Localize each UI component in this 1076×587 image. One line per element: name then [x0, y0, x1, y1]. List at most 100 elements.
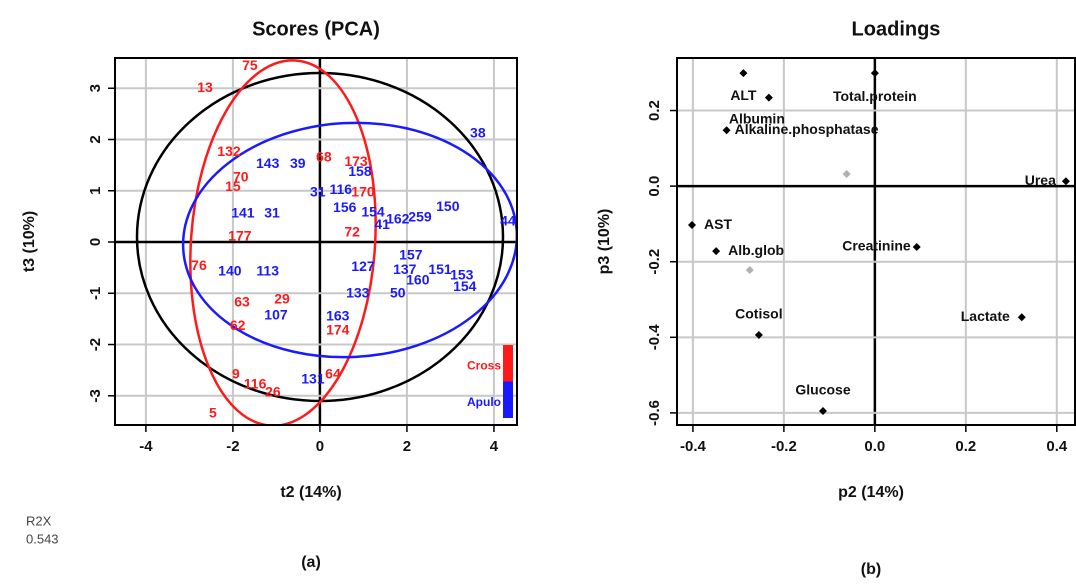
loading-label: Lactate: [961, 308, 1010, 324]
score-point: 116: [244, 376, 267, 392]
annotation: R2X: [26, 513, 52, 528]
loading-label: Alkaline.phosphatase: [735, 121, 879, 137]
score-point: 107: [264, 307, 288, 323]
y-tick-label: 0: [87, 238, 104, 246]
loading-point: [1017, 313, 1026, 322]
caption: (a): [301, 554, 321, 571]
loading-point: [870, 69, 879, 78]
score-point: 140: [218, 262, 242, 278]
plot-frame: [676, 57, 1076, 426]
score-point: 160: [406, 272, 430, 288]
loading-point: [712, 247, 721, 256]
loading-label: Urea: [1025, 172, 1056, 188]
x-tick-label: -0.2: [771, 438, 797, 455]
y-tick-label: -0.4: [646, 324, 663, 351]
score-point: 31: [310, 184, 326, 200]
score-point: 44: [500, 213, 516, 229]
y-tick-label: -2: [87, 338, 104, 351]
score-point: 157: [399, 247, 423, 263]
legend-label: Apulo: [467, 395, 501, 409]
loading-point: [1061, 177, 1070, 186]
legend-swatch: [503, 345, 513, 382]
y-tick-label: 2: [87, 135, 104, 143]
x-tick-label: 0.4: [1046, 438, 1068, 455]
annotation: 0.543: [26, 531, 59, 546]
x-tick-label: 0: [316, 438, 324, 455]
x-tick-label: 0.2: [955, 438, 976, 455]
score-point: 170: [351, 184, 375, 200]
score-point: 29: [274, 291, 290, 307]
score-point: 174: [326, 321, 350, 337]
loading-point: [764, 93, 773, 102]
score-point: 50: [390, 284, 406, 300]
x-tick-label: 2: [403, 438, 411, 455]
loading-point: [688, 221, 697, 230]
loading-point: [819, 407, 828, 416]
loading-label: AST: [704, 216, 732, 232]
legend-swatch: [503, 381, 513, 418]
loading-label: ALT: [730, 87, 757, 103]
score-point: 259: [408, 209, 432, 225]
caption: (b): [861, 561, 881, 578]
grid: [115, 58, 517, 425]
y-tick-label: 3: [87, 84, 104, 92]
score-point: 39: [290, 155, 306, 171]
x-axis-title: p2 (14%): [838, 484, 904, 501]
x-tick-label: -0.4: [680, 438, 707, 455]
score-point: 133: [346, 284, 370, 300]
score-point: 64: [325, 365, 341, 381]
score-point: 141: [231, 205, 255, 221]
y-axis-title: t3 (10%): [21, 211, 38, 272]
loading-label: Cotisol: [735, 306, 782, 322]
score-point: 154: [361, 203, 385, 219]
grid: [677, 58, 1075, 425]
score-point: 163: [326, 308, 350, 324]
loading-point: [912, 242, 921, 251]
score-point: 76: [191, 257, 207, 273]
score-point: 162: [386, 211, 410, 227]
loading-label: Alb.glob: [728, 242, 784, 258]
x-tick-label: -4: [139, 438, 153, 455]
loading-label: Albumin: [729, 110, 785, 126]
score-point: 173: [344, 153, 368, 169]
score-point: 154: [453, 278, 477, 294]
score-point: 38: [470, 125, 486, 141]
chart-title: Loadings: [852, 18, 941, 40]
y-tick-label: -3: [87, 389, 104, 402]
loading-point: [739, 69, 748, 78]
x-tick-label: 4: [490, 438, 499, 455]
x-tick-label: 0.0: [864, 438, 885, 455]
loading-label: Glucose: [795, 382, 850, 398]
y-tick-label: 0.0: [646, 176, 663, 197]
score-point: 31: [264, 205, 280, 221]
legend-label: Cross: [467, 358, 501, 372]
score-point: 41: [374, 216, 390, 232]
score-point: 75: [242, 57, 258, 73]
plot-frame: [114, 57, 518, 426]
y-tick-label: -0.6: [646, 400, 663, 426]
score-point: 143: [256, 155, 280, 171]
y-tick-label: 0.2: [646, 100, 663, 121]
score-point: 151: [428, 261, 452, 277]
score-point: 15: [225, 178, 241, 194]
loading-point: [722, 126, 731, 135]
score-point: 68: [316, 149, 332, 165]
y-tick-label: -0.2: [646, 249, 663, 275]
y-tick-label: 1: [87, 187, 104, 195]
score-point: 26: [265, 383, 281, 399]
score-point: 62: [230, 317, 246, 333]
score-point: 150: [436, 198, 460, 214]
score-point: 116: [330, 181, 353, 197]
score-point: 13: [197, 79, 213, 95]
score-point: 156: [333, 199, 357, 215]
x-tick-label: -2: [226, 438, 239, 455]
score-point: 127: [351, 258, 375, 274]
x-axis-title: t2 (14%): [280, 484, 341, 501]
score-point: 158: [348, 163, 372, 179]
loading-point: [745, 266, 754, 275]
ellipse-cross: [189, 59, 377, 425]
score-point: 63: [234, 294, 250, 310]
y-tick-label: -1: [87, 287, 104, 300]
score-point: 72: [344, 223, 360, 239]
